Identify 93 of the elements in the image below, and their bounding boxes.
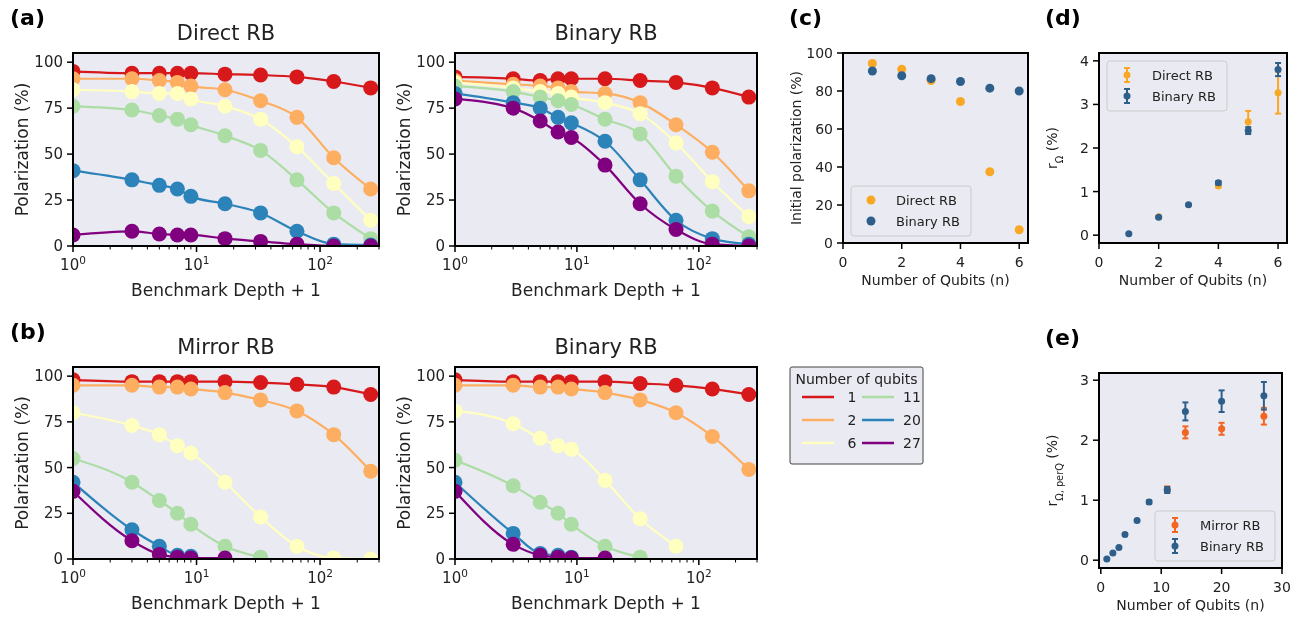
- y-tick-label: 2: [1080, 140, 1089, 156]
- y-tick-label: 25: [425, 191, 445, 210]
- x-tick-label: 6: [1014, 254, 1024, 270]
- y-tick-label: 0: [824, 235, 833, 251]
- y-tick-label: 100: [34, 53, 63, 72]
- x-axis-title: Number of Qubits (n): [861, 272, 1010, 288]
- legend-label: 27: [903, 435, 921, 451]
- y-tick-label: 80: [815, 83, 833, 99]
- x-tick-label: 20: [1212, 579, 1231, 595]
- x-tick-label: 10$^{0}$: [442, 567, 468, 587]
- x-tick-label: 2: [897, 254, 907, 270]
- y-tick-label: 0: [53, 550, 63, 568]
- legend-label: 11: [903, 389, 921, 405]
- x-tick-label: 0: [838, 254, 848, 270]
- legend-title: Number of qubits: [795, 371, 918, 387]
- y-tick-label: 60: [815, 121, 833, 137]
- y-tick-label: 0: [53, 237, 63, 255]
- x-tick-label: 10$^{2}$: [685, 254, 712, 274]
- text: (e): [1045, 325, 1081, 350]
- x-tick-label: 0: [1094, 254, 1104, 270]
- y-tick-label: 20: [815, 197, 833, 213]
- legend-label: 1: [847, 389, 857, 405]
- chart-title: Binary RB: [554, 335, 658, 359]
- x-tick-label: 10: [1152, 579, 1171, 595]
- x-tick-label: 10$^{1}$: [564, 567, 590, 587]
- x-tick-label: 10$^{1}$: [564, 254, 590, 274]
- x-tick-label: 10$^{1}$: [183, 254, 210, 274]
- text: (d): [1045, 5, 1081, 30]
- y-tick-label: 2: [1080, 432, 1089, 449]
- x-tick-label: 4: [1213, 254, 1223, 270]
- chart-title: Direct RB: [176, 21, 276, 45]
- y-axis-title: Polarization (%): [12, 82, 32, 217]
- x-axis-title: Benchmark Depth + 1: [511, 280, 701, 300]
- text: (a): [10, 5, 45, 30]
- legend-label: Mirror RB: [1200, 518, 1261, 533]
- y-tick-label: 3: [1080, 372, 1089, 389]
- y-tick-label: 100: [416, 53, 445, 72]
- y-axis-title: Polarization (%): [394, 396, 414, 530]
- x-tick-label: 4: [956, 254, 965, 270]
- y-tick-label: 50: [425, 458, 445, 477]
- x-axis-title: Number of Qubits (n): [1118, 272, 1268, 288]
- y-tick-label: 0: [435, 237, 445, 255]
- y-axis-title: Polarization (%): [12, 396, 32, 530]
- y-tick-label: 40: [815, 159, 833, 175]
- y-axis-title: Initial polarization (%): [788, 70, 804, 226]
- x-tick-label: 10$^{2}$: [685, 567, 712, 587]
- legend-label: Binary RB: [896, 214, 960, 229]
- y-tick-label: 75: [425, 99, 445, 118]
- x-axis-title: Benchmark Depth + 1: [131, 593, 321, 613]
- y-tick-label: 0: [435, 550, 445, 568]
- text: (b): [10, 319, 46, 344]
- x-tick-label: 10$^{1}$: [183, 567, 210, 587]
- y-tick-label: 25: [43, 504, 63, 523]
- legend-label: 20: [903, 412, 921, 428]
- legend-label: Direct RB: [896, 193, 958, 208]
- x-tick-label: 2: [1154, 254, 1164, 270]
- y-axis-title: Polarization (%): [394, 82, 414, 217]
- x-tick-label: 30: [1273, 579, 1291, 595]
- legend-label: Binary RB: [1152, 89, 1216, 104]
- legend-label: 2: [847, 412, 857, 428]
- y-tick-label: 0: [1080, 552, 1089, 569]
- x-tick-label: 10$^{0}$: [60, 567, 86, 587]
- x-tick-label: 10$^{2}$: [307, 254, 333, 274]
- y-tick-label: 0: [1080, 227, 1089, 244]
- y-tick-label: 25: [425, 504, 445, 523]
- y-tick-label: 1: [1080, 183, 1089, 200]
- x-tick-label: 0: [1096, 579, 1106, 595]
- y-tick-label: 100: [34, 367, 63, 386]
- legend-label: Binary RB: [1200, 539, 1264, 554]
- text: (c): [789, 5, 823, 30]
- x-axis-title: Benchmark Depth + 1: [511, 593, 701, 613]
- y-tick-label: 50: [425, 145, 445, 164]
- legend-label: Direct RB: [1152, 68, 1214, 83]
- x-axis-title: Number of Qubits (n): [1116, 597, 1265, 613]
- y-tick-label: 75: [425, 412, 445, 431]
- y-tick-label: 100: [416, 367, 445, 386]
- y-tick-label: 4: [1080, 52, 1090, 69]
- x-tick-label: 10$^{0}$: [442, 254, 468, 274]
- y-tick-label: 75: [43, 412, 63, 431]
- x-tick-label: 6: [1273, 254, 1283, 270]
- y-tick-label: 50: [43, 145, 63, 164]
- x-tick-label: 10$^{2}$: [307, 567, 333, 587]
- x-tick-label: 10$^{0}$: [60, 254, 86, 274]
- y-tick-label: 100: [806, 45, 833, 61]
- y-tick-label: 1: [1080, 492, 1089, 509]
- chart-title: Binary RB: [554, 21, 658, 45]
- y-tick-label: 50: [43, 458, 63, 477]
- y-tick-label: 3: [1080, 96, 1089, 113]
- y-tick-label: 25: [43, 191, 63, 210]
- chart-title: Mirror RB: [177, 335, 275, 359]
- y-tick-label: 75: [43, 99, 63, 118]
- legend-label: 6: [847, 435, 857, 451]
- x-axis-title: Benchmark Depth + 1: [131, 280, 321, 300]
